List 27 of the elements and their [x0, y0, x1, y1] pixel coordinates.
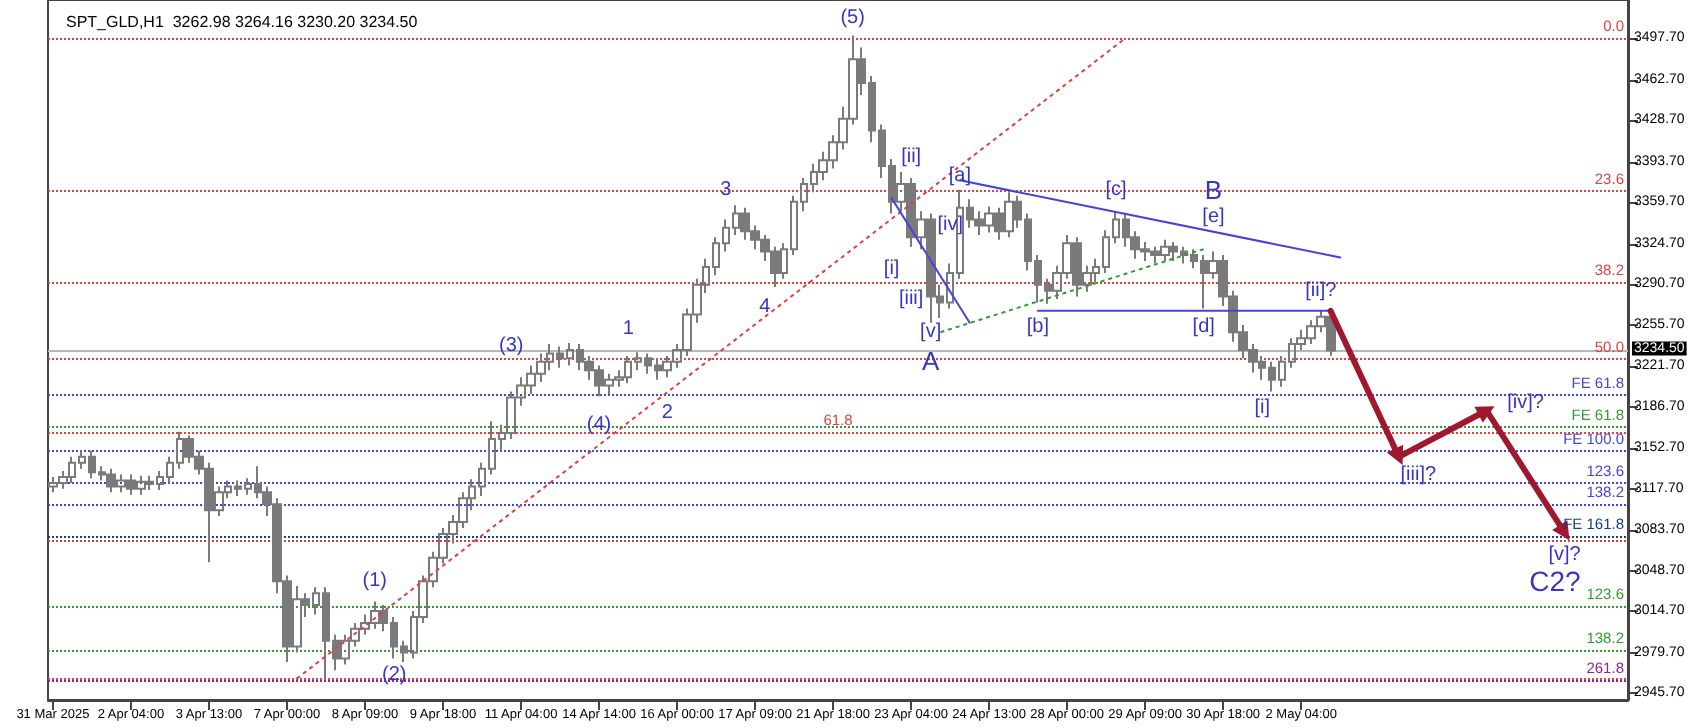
annotation: [iii]?: [1400, 463, 1437, 486]
annotation: [b]: [1026, 316, 1050, 339]
annotation: [iii]: [898, 287, 924, 310]
annotation: [i]: [1254, 397, 1271, 420]
annotation: (4): [586, 413, 612, 436]
annotation: (1): [362, 570, 387, 593]
annotation: [a]: [948, 164, 972, 187]
text: SPT_GLD,H1 3262.98 3264.16 3230.20 3234.50: [66, 13, 419, 31]
annotation: [i]: [883, 258, 900, 281]
annotation: (2): [382, 664, 407, 687]
annotation: [v]?: [1548, 544, 1582, 567]
annotation: (5): [840, 6, 865, 29]
annotation: [d]: [1192, 316, 1216, 339]
annotation: [ii]: [901, 145, 922, 168]
annotation: A: [921, 345, 940, 376]
annotation: 2: [661, 401, 674, 424]
annotation: 4: [759, 296, 772, 319]
annotation: [e]: [1202, 206, 1226, 229]
annotation: [v]: [920, 321, 942, 344]
annotation: [ii]?: [1305, 279, 1338, 302]
annotation: 3: [720, 178, 733, 201]
annotation: 1: [622, 317, 635, 340]
annotation: (3): [499, 335, 524, 358]
annotation: [iv]?: [1507, 392, 1545, 415]
annotation: B: [1204, 174, 1223, 205]
annotation: [c]: [1105, 178, 1127, 201]
annotation: C2?: [1529, 565, 1581, 598]
